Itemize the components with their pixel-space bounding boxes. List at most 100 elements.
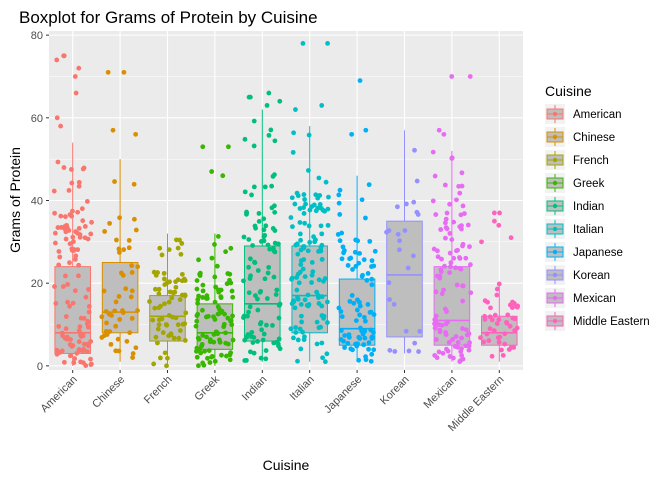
data-point: [71, 248, 77, 254]
data-point: [371, 347, 377, 353]
data-point: [297, 269, 303, 275]
chart-title: Boxplot for Grams of Protein by Cuisine: [19, 8, 318, 27]
data-point: [179, 278, 185, 284]
data-point: [412, 340, 418, 346]
data-point: [460, 356, 466, 362]
data-point: [77, 324, 83, 330]
data-point: [362, 328, 368, 334]
data-point: [169, 295, 175, 301]
data-point: [295, 193, 301, 199]
data-point: [288, 215, 294, 220]
data-point: [369, 258, 375, 264]
data-point: [199, 341, 205, 347]
outlier-point: [449, 74, 455, 79]
data-point: [430, 149, 436, 155]
data-point: [248, 273, 253, 279]
legend-items: American Chinese French Greek Indian Italian J…: [545, 104, 650, 331]
data-point: [394, 204, 400, 210]
data-point: [295, 296, 301, 302]
outlier-point: [220, 173, 226, 179]
data-point: [67, 303, 72, 309]
data-point: [228, 318, 234, 324]
data-point: [367, 238, 373, 244]
data-point: [432, 173, 438, 179]
data-point: [195, 300, 201, 306]
data-point: [464, 332, 470, 338]
data-point: [447, 250, 453, 256]
data-point: [457, 359, 463, 364]
data-point: [366, 346, 371, 352]
data-point: [359, 273, 365, 279]
data-point: [294, 241, 300, 247]
data-point: [359, 197, 365, 203]
data-point: [245, 313, 250, 319]
data-point: [272, 138, 278, 144]
data-point: [52, 240, 58, 246]
data-point: [121, 247, 127, 253]
data-point: [369, 276, 375, 282]
data-point: [455, 339, 461, 345]
data-point: [443, 235, 448, 241]
data-point: [319, 294, 325, 300]
data-point: [228, 245, 234, 251]
data-point: [130, 351, 136, 356]
data-point: [316, 295, 321, 301]
data-point: [166, 299, 172, 305]
data-point: [468, 290, 474, 296]
data-point: [62, 273, 68, 279]
data-point: [294, 287, 300, 293]
legend: Cuisine American Chinese French Greek Indian…: [545, 83, 650, 331]
data-point: [433, 337, 439, 342]
data-point: [204, 334, 209, 340]
data-point: [358, 325, 363, 331]
data-point: [341, 338, 346, 344]
data-point: [305, 292, 311, 298]
data-point: [302, 197, 307, 202]
data-point: [223, 340, 229, 346]
data-point: [440, 350, 446, 356]
data-point: [262, 184, 268, 190]
data-point: [290, 224, 295, 230]
data-point: [449, 155, 455, 161]
data-point: [508, 345, 514, 350]
data-point: [168, 331, 174, 337]
data-point: [357, 251, 362, 256]
data-point: [266, 264, 272, 270]
data-point: [88, 356, 93, 362]
data-point: [171, 335, 177, 341]
data-point: [161, 276, 167, 282]
data-point: [223, 249, 229, 255]
data-point: [303, 201, 308, 207]
data-point: [261, 216, 267, 222]
data-point: [293, 330, 299, 335]
legend-label: French: [573, 155, 609, 167]
data-point: [242, 358, 248, 363]
outlier-point: [325, 41, 330, 46]
data-point: [201, 362, 207, 368]
y-tick-label: 0: [37, 361, 43, 373]
data-point: [212, 274, 218, 280]
data-point: [336, 192, 342, 198]
data-point: [159, 316, 165, 322]
data-point: [248, 334, 254, 339]
data-point: [364, 277, 370, 283]
data-point: [247, 304, 253, 310]
data-point: [338, 328, 344, 333]
data-point: [156, 322, 162, 328]
outlier-point: [491, 218, 497, 224]
data-point: [117, 316, 123, 322]
outlier-point: [300, 41, 306, 46]
data-point: [460, 203, 466, 209]
data-point: [241, 315, 246, 320]
data-point: [451, 255, 457, 261]
data-point: [514, 304, 520, 310]
legend-label: Mexican: [573, 293, 616, 305]
data-point: [443, 332, 449, 338]
data-point: [441, 287, 446, 293]
data-point: [242, 189, 248, 195]
data-point: [81, 341, 87, 347]
data-point: [215, 331, 221, 337]
data-point: [269, 183, 275, 189]
data-point: [252, 223, 258, 229]
data-point: [317, 202, 323, 207]
